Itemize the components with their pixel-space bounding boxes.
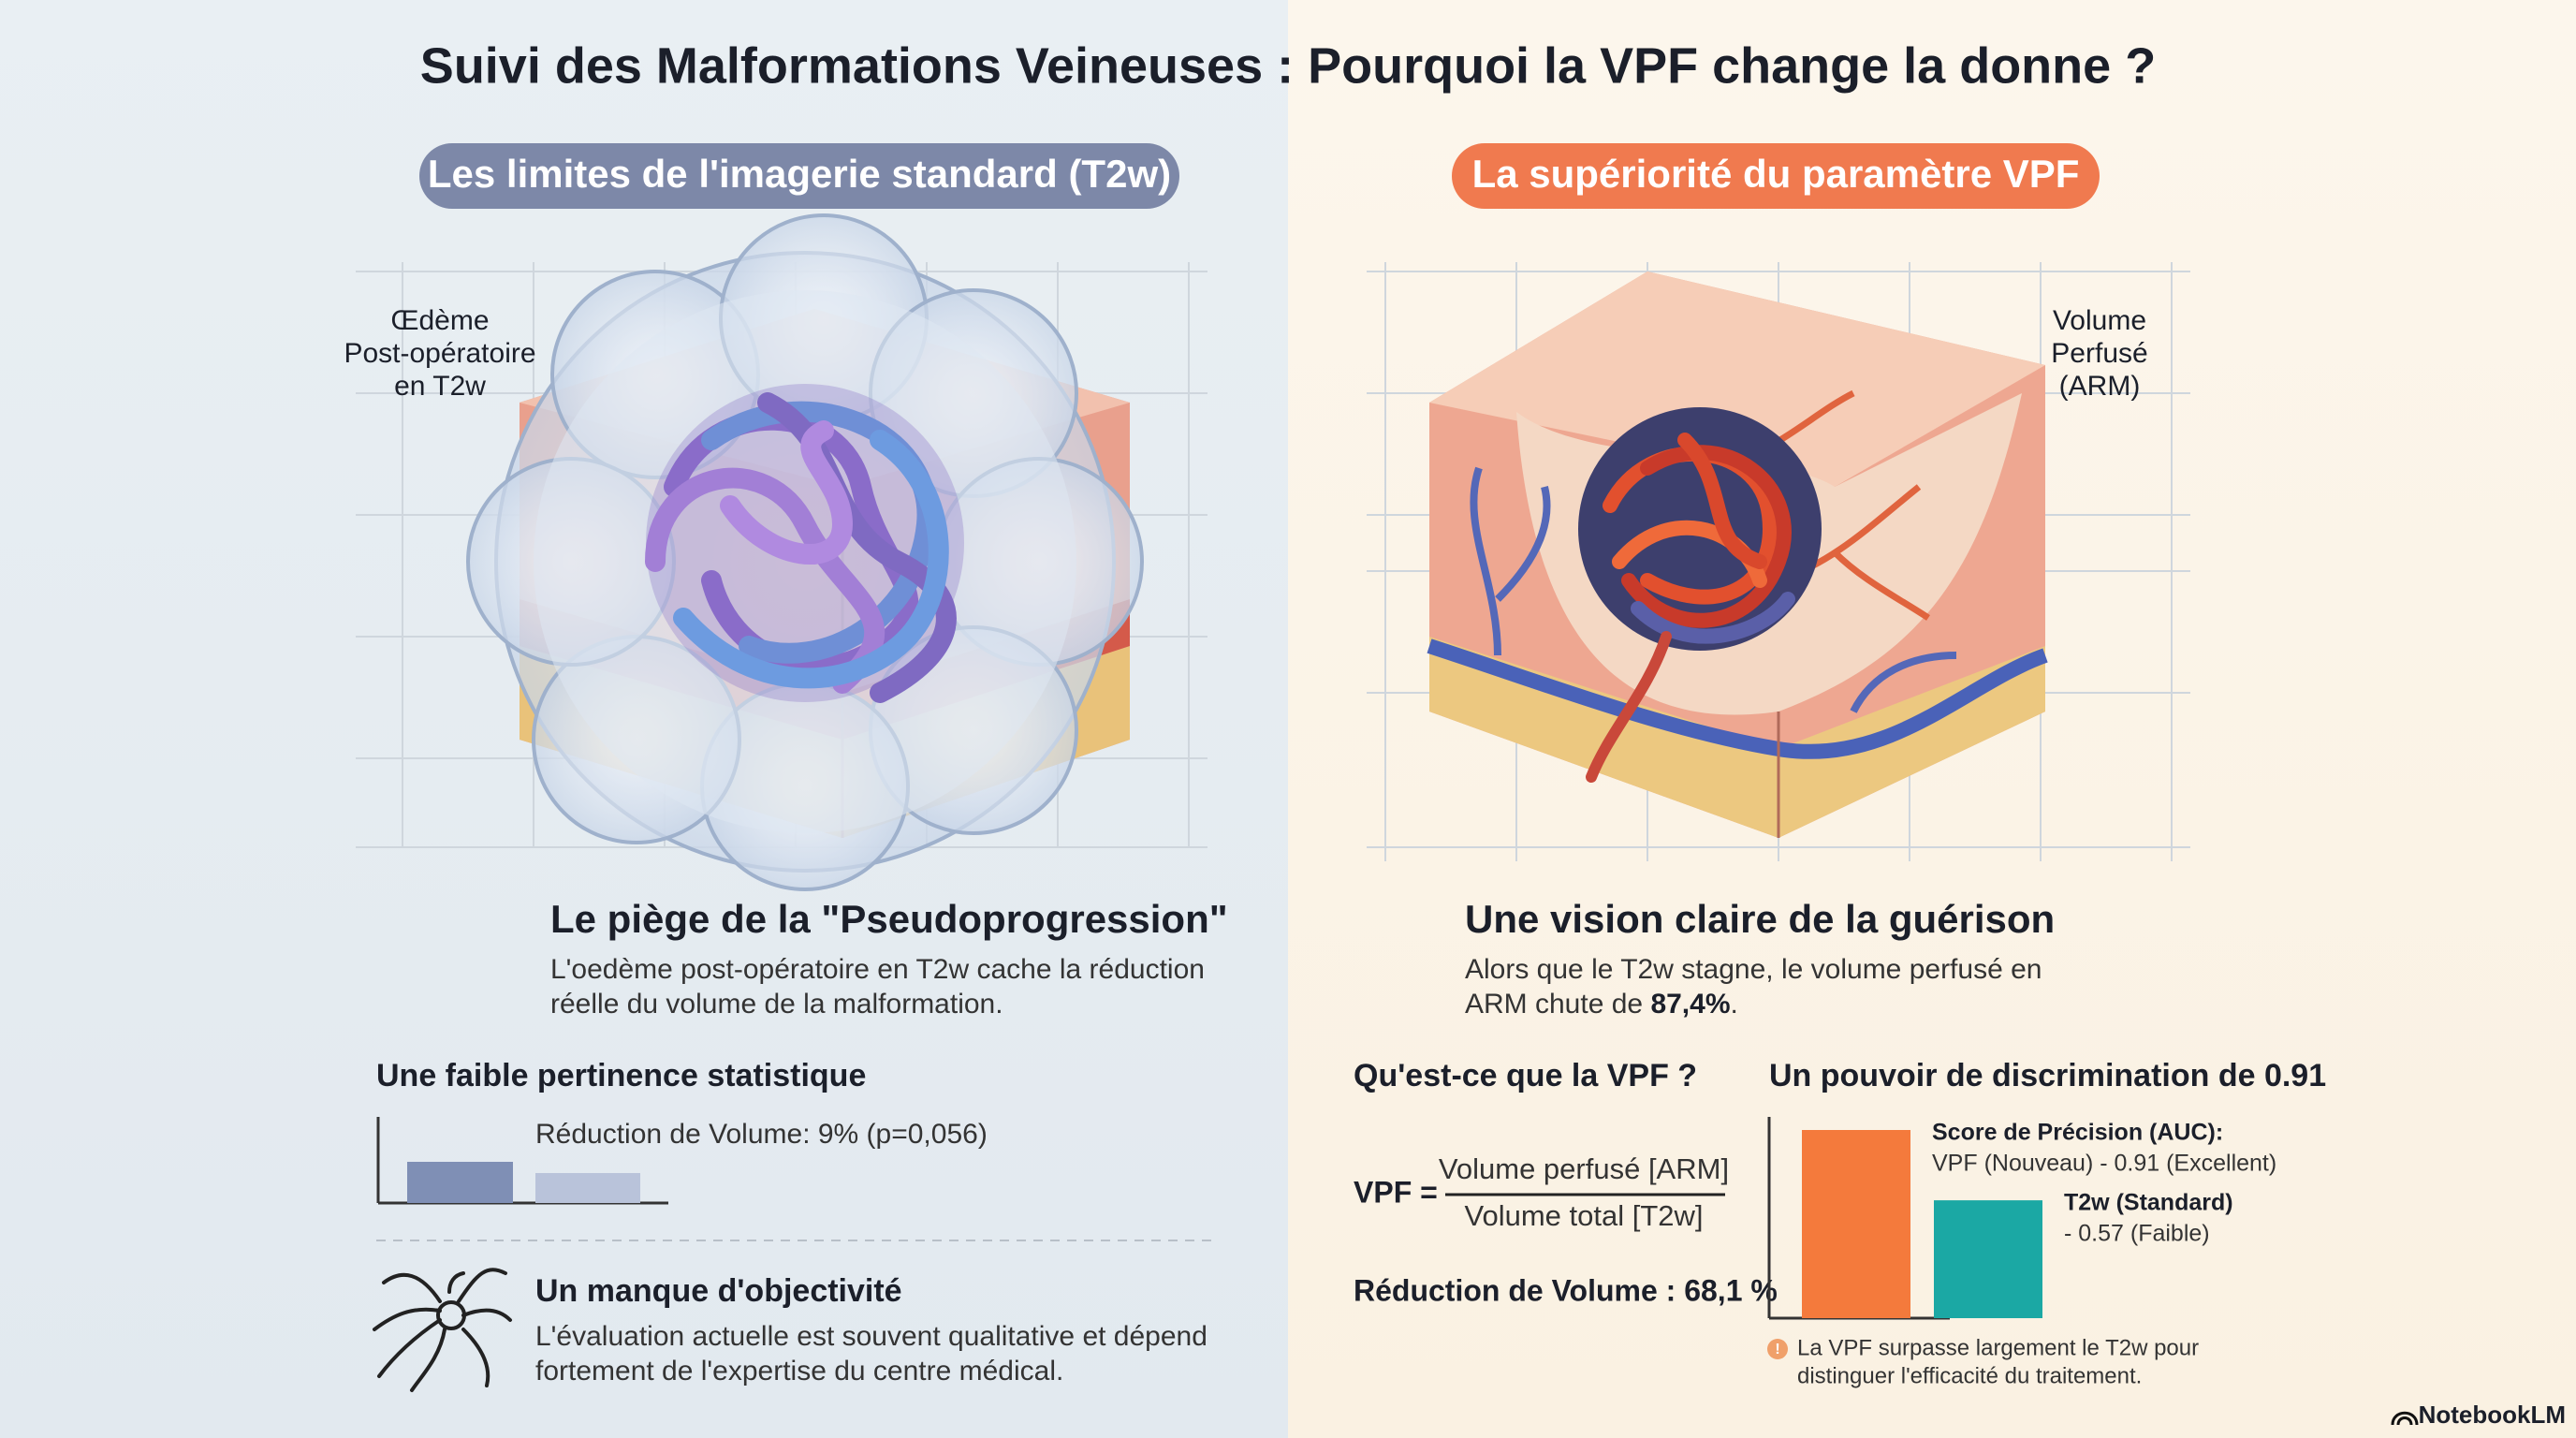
objectivity-text: L'évaluation actuelle est souvent qualit… xyxy=(535,1321,1208,1352)
objectivity-heading: Un manque d'objectivité xyxy=(535,1273,902,1309)
left-side-label: Œdème xyxy=(390,305,489,336)
auc-bar xyxy=(1934,1200,2042,1318)
note-icon xyxy=(1767,1339,1788,1359)
left-side-label: en T2w xyxy=(394,371,486,402)
formula-reduction: Réduction de Volume : 68,1 % xyxy=(1354,1273,1778,1307)
brand-icon xyxy=(2391,1411,2419,1426)
left-pill xyxy=(419,143,1179,209)
right-side-label: (ARM) xyxy=(2059,371,2141,402)
left-pill-text: Les limites de l'imagerie standard (T2w) xyxy=(428,152,1171,196)
hand-icon xyxy=(373,1268,512,1392)
pitfall-text: L'oedème post-opératoire en T2w cache la… xyxy=(550,954,1205,985)
auc-note: distinguer l'efficacité du traitement. xyxy=(1797,1363,2142,1388)
formula-denominator: Volume total [T2w] xyxy=(1464,1199,1703,1232)
edema-cloud xyxy=(466,213,1144,891)
right-side-label: Perfusé xyxy=(2051,338,2147,369)
formula-lhs: VPF = xyxy=(1354,1175,1438,1209)
vision-text: ARM chute de 87,4%. xyxy=(1465,989,1738,1020)
brand: NotebookLM xyxy=(2419,1401,2566,1429)
stats-bar xyxy=(535,1173,640,1203)
auc-bar-title: Score de Précision (AUC): xyxy=(1932,1120,2223,1146)
auc-bar-title: T2w (Standard) xyxy=(2064,1190,2233,1216)
right-pill-text: La supériorité du paramètre VPF xyxy=(1472,152,2080,196)
right-side-label: Volume xyxy=(2053,305,2146,336)
right-pill xyxy=(1452,143,2100,209)
right-tangle xyxy=(1578,407,1822,783)
left-side-label: Post-opératoire xyxy=(344,338,535,369)
auc-bar-label: VPF (Nouveau) - 0.91 (Excellent) xyxy=(1932,1151,2276,1177)
pitfall-heading: Le piège de la "Pseudoprogression" xyxy=(550,897,1228,941)
note-icon-mark: ! xyxy=(1775,1342,1779,1357)
auc-bars: Score de Précision (AUC): VPF (Nouveau) -… xyxy=(1802,1120,2276,1318)
auc-heading: Un pouvoir de discrimination de 0.91 xyxy=(1769,1058,2326,1093)
formula-heading: Qu'est-ce que la VPF ? xyxy=(1354,1058,1697,1093)
formula-numerator: Volume perfusé [ARM] xyxy=(1439,1152,1729,1185)
stats-chart-label: Réduction de Volume: 9% (p=0,056) xyxy=(535,1119,988,1150)
objectivity-text: fortement de l'expertise du centre médic… xyxy=(535,1356,1063,1387)
pitfall-text: réelle du volume de la malformation. xyxy=(550,989,1003,1020)
vision-text-part: ARM chute de xyxy=(1465,989,1650,1020)
vision-heading: Une vision claire de la guérison xyxy=(1465,897,2055,941)
vision-text-part: . xyxy=(1731,989,1738,1020)
stats-heading: Une faible pertinence statistique xyxy=(376,1058,866,1093)
main-title: Suivi des Malformations Veineuses : Pour… xyxy=(420,37,2156,94)
auc-bar-label: - 0.57 (Faible) xyxy=(2064,1221,2210,1247)
vision-text: Alors que le T2w stagne, le volume perfu… xyxy=(1465,954,2042,985)
auc-bar xyxy=(1802,1130,1910,1318)
auc-note: La VPF surpasse largement le T2w pour xyxy=(1797,1335,2199,1360)
left-tangle xyxy=(645,384,964,703)
vision-highlight: 87,4% xyxy=(1650,989,1730,1020)
stats-bar xyxy=(407,1162,513,1203)
